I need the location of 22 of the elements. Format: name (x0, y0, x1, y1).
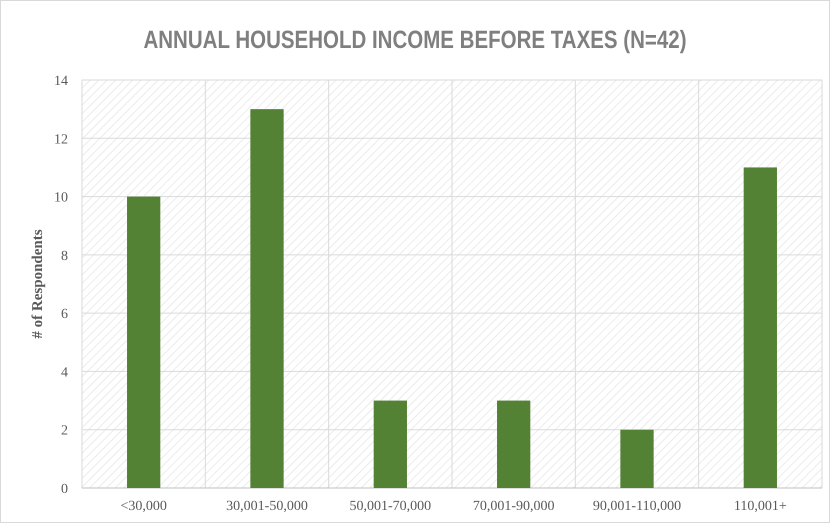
chart-title: ANNUAL HOUSEHOLD INCOME BEFORE TAXES (N=42) (143, 25, 687, 54)
x-tick-label: 90,001-110,000 (592, 499, 682, 514)
bar (250, 109, 284, 488)
y-tick-label: 12 (54, 132, 68, 148)
y-tick-label: 0 (61, 482, 68, 497)
bar (620, 430, 654, 488)
y-tick-label: 4 (61, 365, 68, 380)
y-tick-label: 14 (54, 74, 68, 89)
y-axis-title: # of Respondents (30, 229, 46, 339)
x-tick-label: 30,001-50,000 (226, 499, 308, 514)
y-tick-label: 10 (54, 190, 68, 206)
x-tick-label: 110,001+ (734, 499, 787, 514)
y-tick-label: 8 (61, 248, 68, 264)
bar (374, 400, 407, 488)
bar (127, 196, 160, 488)
bar (744, 167, 777, 488)
y-tick-label: 2 (61, 424, 68, 439)
x-tick-label: <30,000 (120, 499, 167, 514)
y-tick-label: 6 (61, 307, 68, 322)
bar (497, 400, 530, 488)
x-tick-label: 70,001-90,000 (472, 499, 555, 514)
x-tick-label: 50,001-70,000 (349, 499, 432, 514)
